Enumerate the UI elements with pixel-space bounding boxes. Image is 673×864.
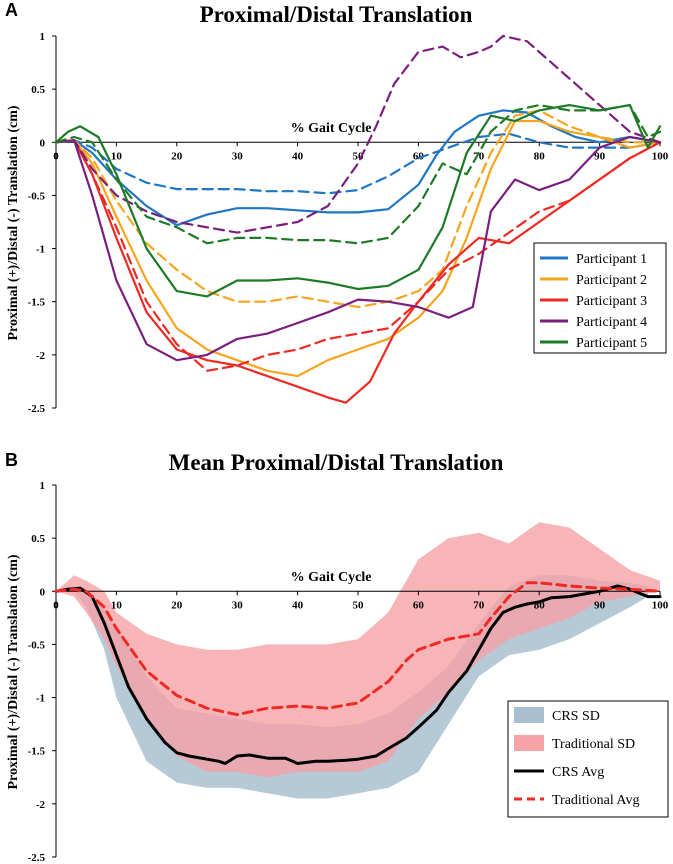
panel-b-legend-swatch-traditional-sd (514, 735, 544, 751)
panel-a-x-tick-label: 90 (594, 150, 606, 162)
panel-b-x-tick-label: 10 (111, 599, 123, 611)
panel-b-title: Mean Proximal/Distal Translation (169, 450, 504, 475)
panel-a-x-tick-label: 30 (232, 150, 244, 162)
panel-a-series-participant-1-dashed (54, 132, 662, 195)
panel-a-y-tick-label: -2.5 (28, 403, 46, 415)
panel-a-legend-label-participant-1: Participant 1 (576, 252, 647, 267)
panel-b-x-tick-label: 30 (232, 599, 244, 611)
panel-a-series-participant-5-solid (54, 103, 662, 298)
panel-b-legend-label-crs-sd: CRS SD (552, 709, 600, 724)
panel-a-series-participant-3-dashed (54, 139, 662, 372)
panel-b-legend-swatch-crs-sd (514, 707, 544, 723)
panel-b-legend-label-traditional-sd: Traditional SD (552, 737, 635, 752)
panel-a-y-tick-label: 1 (40, 31, 46, 43)
panel-a-legend-box (533, 242, 667, 354)
panel-b-x-tick-label: 20 (171, 599, 183, 611)
panel-a-letter: A (5, 0, 18, 20)
panel-b-y-tick-label: -1.5 (28, 746, 46, 758)
panel-a-legend-label-participant-2: Participant 2 (576, 273, 647, 288)
panel-b-y-tick-label: -2 (36, 799, 46, 811)
panel-a-series-participant-2-dashed (54, 109, 662, 309)
panel-b-legend: CRS SD Traditional SD CRS Avg Traditional A… (507, 700, 669, 818)
panel-b-x-tick-label: 60 (413, 599, 425, 611)
panel-b-x-tick-label: 70 (473, 599, 485, 611)
panel-a-x-tick-label: 0 (53, 150, 59, 162)
panel-a-legend-label-participant-3: Participant 3 (576, 294, 647, 309)
panel-a-y-tick-label: -2 (36, 350, 46, 362)
panel-a-x-axis-label: % Gait Cycle (291, 121, 372, 136)
panel-a-x-tick-label: 100 (652, 150, 669, 162)
panel-a-x-tick-label: 80 (534, 150, 546, 162)
panel-a-legend-label-participant-5: Participant 5 (576, 336, 647, 351)
panel-a-series-participant-4-solid (54, 135, 662, 362)
panel-a-series-participant-5-dashed (54, 103, 662, 245)
panel-b-x-axis-label: % Gait Cycle (291, 570, 372, 585)
panel-a-series-participant-1-solid (54, 109, 662, 227)
panel-a-y-tick-label: -1 (36, 244, 45, 256)
panel-b-legend-label-traditional-avg: Traditional Avg (552, 793, 640, 808)
panel-b-x-tick-label: 90 (594, 599, 606, 611)
panel-a-y-tick-label: 0.5 (31, 84, 45, 96)
panel-b-legend-label-crs-avg: CRS Avg (552, 765, 604, 780)
panel-a-x-tick-label: 50 (353, 150, 365, 162)
panel-b-y-tick-label: -2.5 (28, 852, 46, 864)
panel-a-series-participant-2-solid (54, 119, 662, 378)
panel-b-band-traditional-sd (56, 522, 660, 778)
panel-b-y-tick-label: 0.5 (31, 533, 45, 545)
panel-b-x-tick-label: 100 (652, 599, 669, 611)
panel-b-x-tick-label: 40 (292, 599, 304, 611)
panel-b-y-axis-label: Proximal (+)/Distal (-) Translation (cm) (6, 554, 21, 789)
panel-a-y-tick-label: -1.5 (28, 297, 46, 309)
panel-b-x-tick-label: 80 (534, 599, 546, 611)
panel-b-y-tick-label: -1 (36, 693, 45, 705)
panel-b-x-tick-label: 0 (53, 599, 59, 611)
panel-a-x-tick-label: 60 (413, 150, 425, 162)
panel-b-x-tick-label: 50 (353, 599, 365, 611)
panel-a-x-tick-label: 70 (473, 150, 485, 162)
panel-b-series-crs-avg-solid (54, 584, 662, 765)
panel-a-series-participant-3-solid (54, 139, 662, 404)
panel-a-x-tick-label: 20 (171, 150, 183, 162)
panel-a-legend-label-participant-4: Participant 4 (576, 315, 647, 330)
panel-a: A Proximal/Distal Translation Proximal (… (5, 0, 669, 415)
panel-b-plot: 1 0.5 0 -0.5 -1 -1.5 -2 -2.5 0 10 20 30 40 50 60 70 80 90… (28, 480, 669, 864)
panel-b-y-tick-label: 1 (40, 480, 46, 492)
panel-a-y-tick-label: -0.5 (28, 190, 46, 202)
panel-a-legend: Participant 1 Participant 2 Participant 3 P… (533, 242, 667, 354)
panel-b-series-traditional-avg-dashed (54, 581, 662, 717)
panel-b-y-tick-label: -0.5 (28, 639, 46, 651)
panel-a-x-tick-label: 10 (111, 150, 123, 162)
panel-a-plot: 1 0.5 0 -0.5 -1 -1.5 -2 -2.5 0 10 20 30 40 50 60 70 80 90… (28, 31, 669, 415)
panel-a-series-participant-4-dashed (54, 34, 662, 234)
panel-a-y-tick-label: 0 (40, 137, 46, 149)
panel-b-y-tick-label: 0 (40, 586, 46, 598)
panel-b: B Mean Proximal/Distal Translation Proxi… (5, 450, 669, 864)
panel-a-title: Proximal/Distal Translation (200, 2, 473, 27)
panel-b-letter: B (5, 450, 18, 470)
panel-a-x-tick-label: 40 (292, 150, 304, 162)
panel-a-y-axis-label: Proximal (+)/Distal (-) Translation (cm) (6, 105, 21, 340)
